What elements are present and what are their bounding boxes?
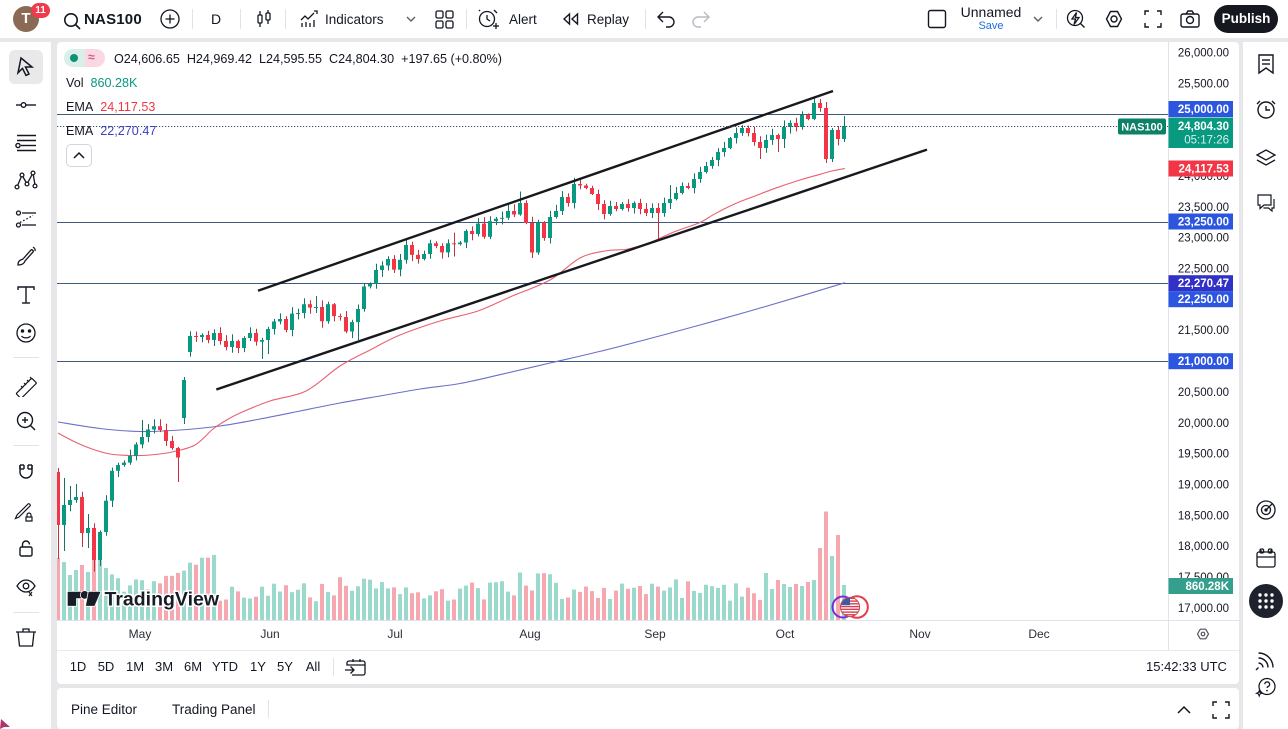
svg-text:Jul: Jul	[387, 627, 402, 641]
svg-text:20,500.00: 20,500.00	[1178, 387, 1229, 399]
svg-text:05:17:26: 05:17:26	[1184, 135, 1229, 147]
svg-text:22,270.47: 22,270.47	[1178, 278, 1229, 290]
svg-text:18,000.00: 18,000.00	[1178, 541, 1229, 553]
svg-text:19,500.00: 19,500.00	[1178, 449, 1229, 461]
svg-text:23,000.00: 23,000.00	[1178, 233, 1229, 245]
svg-text:Oct: Oct	[776, 627, 795, 641]
svg-text:22,250.00: 22,250.00	[1178, 294, 1229, 306]
svg-text:17,000.00: 17,000.00	[1178, 603, 1229, 615]
svg-text:May: May	[129, 627, 152, 641]
svg-text:22,500.00: 22,500.00	[1178, 264, 1229, 276]
svg-text:25,000.00: 25,000.00	[1178, 104, 1229, 116]
svg-text:18,500.00: 18,500.00	[1178, 510, 1229, 522]
svg-text:23,500.00: 23,500.00	[1178, 202, 1229, 214]
svg-text:23,250.00: 23,250.00	[1178, 217, 1229, 229]
svg-text:24,117.53: 24,117.53	[1178, 164, 1229, 176]
svg-text:Aug: Aug	[519, 627, 540, 641]
svg-text:20,000.00: 20,000.00	[1178, 418, 1229, 430]
svg-text:860.28K: 860.28K	[1186, 581, 1230, 593]
svg-text:26,000.00: 26,000.00	[1178, 48, 1229, 60]
svg-text:24,804.30: 24,804.30	[1178, 121, 1229, 133]
svg-text:21,500.00: 21,500.00	[1178, 325, 1229, 337]
svg-text:19,000.00: 19,000.00	[1178, 480, 1229, 492]
svg-text:Nov: Nov	[909, 627, 930, 641]
svg-text:21,000.00: 21,000.00	[1178, 356, 1229, 368]
svg-text:Dec: Dec	[1028, 627, 1049, 641]
svg-text:NAS100: NAS100	[1121, 122, 1163, 134]
svg-text:Sep: Sep	[644, 627, 666, 641]
svg-text:Jun: Jun	[260, 627, 279, 641]
svg-text:25,500.00: 25,500.00	[1178, 79, 1229, 91]
svg-text:TradingView: TradingView	[105, 589, 220, 611]
